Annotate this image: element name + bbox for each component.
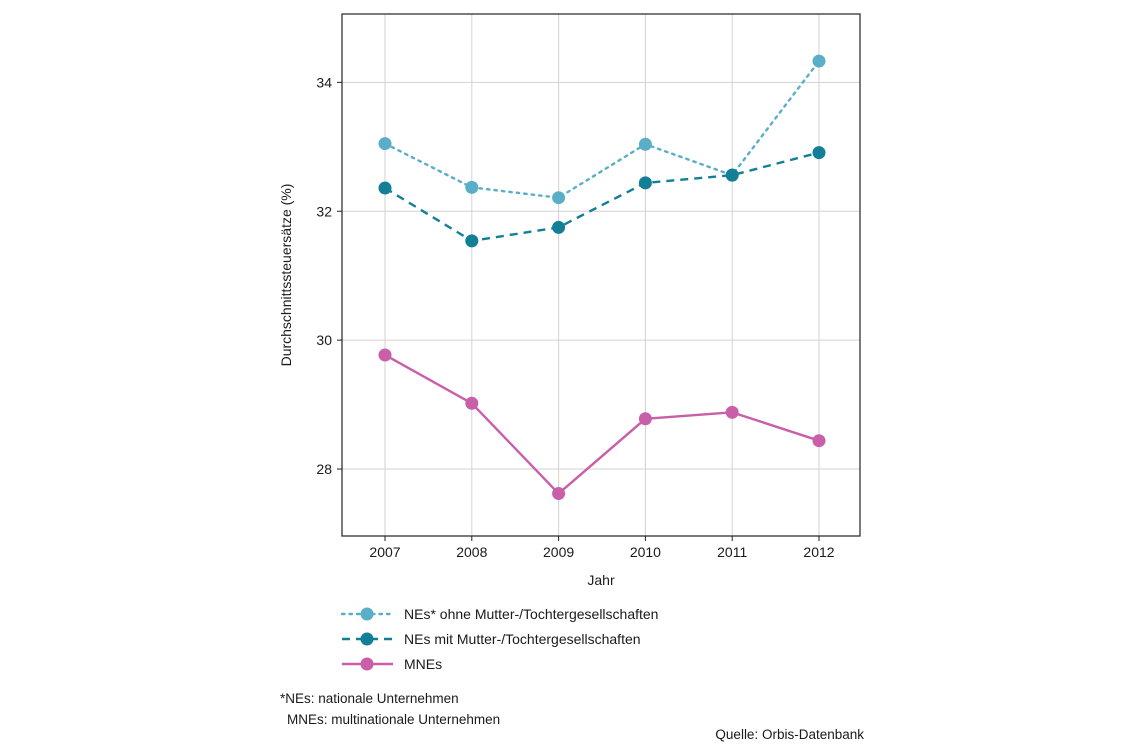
legend-marker — [360, 632, 374, 646]
y-axis-title: Durchschnittssteuersätze (%) — [278, 184, 294, 367]
series-1 — [378, 54, 826, 205]
y-tick-label: 34 — [316, 74, 332, 90]
legend-marker — [360, 657, 374, 671]
data-point — [552, 191, 566, 205]
plot-frame — [341, 13, 861, 537]
data-point — [465, 396, 479, 410]
series-line — [384, 353, 820, 496]
data-point — [465, 234, 479, 248]
data-point — [378, 181, 392, 195]
x-tick-label: 2010 — [630, 544, 661, 560]
series-2 — [378, 146, 826, 248]
series-line — [383, 59, 821, 199]
legend: NEs* ohne Mutter-/Tochtergesellschaften N… — [340, 606, 658, 672]
x-tick-label: 2011 — [717, 544, 747, 560]
data-point — [725, 405, 739, 419]
x-axis-title: Jahr — [587, 572, 615, 588]
y-tick-label: 30 — [316, 332, 332, 348]
data-point — [378, 137, 392, 151]
legend-item-2: NEs mit Mutter-/Tochtergesellschaften — [342, 631, 641, 647]
y-tick-label: 28 — [316, 461, 332, 477]
source-note: Quelle: Orbis-Datenbank — [715, 727, 864, 742]
legend-item-1: NEs* ohne Mutter-/Tochtergesellschaften — [340, 606, 658, 622]
data-point — [378, 348, 392, 362]
data-point — [552, 487, 566, 501]
footnote-line-1: *NEs: nationale Unternehmen — [280, 691, 459, 706]
data-point — [812, 54, 826, 68]
series-line — [384, 151, 820, 243]
y-tick-label: 32 — [316, 203, 332, 219]
legend-item-3: MNEs — [342, 656, 442, 672]
data-point — [465, 180, 479, 194]
x-tick-label: 2007 — [369, 544, 400, 560]
legend-label: NEs* ohne Mutter-/Tochtergesellschaften — [404, 606, 658, 622]
series-3 — [378, 348, 826, 501]
legend-label: MNEs — [404, 656, 442, 672]
data-point — [638, 176, 652, 190]
data-point — [812, 434, 826, 448]
axis-ticks: 2007 2008 2009 2010 2011 2012 28 30 32 34 — [316, 74, 834, 560]
x-tick-label: 2009 — [543, 544, 574, 560]
x-tick-label: 2008 — [456, 544, 487, 560]
legend-label: NEs mit Mutter-/Tochtergesellschaften — [404, 631, 641, 647]
x-tick-label: 2012 — [803, 544, 834, 560]
data-point — [725, 168, 739, 182]
series-lines — [378, 54, 826, 501]
data-point — [638, 137, 652, 151]
legend-marker — [360, 607, 374, 621]
data-point — [812, 146, 826, 160]
footnote-line-2: MNEs: multinationale Unternehmen — [287, 712, 500, 727]
grid-lines — [342, 14, 860, 536]
data-point — [638, 412, 652, 426]
data-point — [552, 220, 566, 234]
